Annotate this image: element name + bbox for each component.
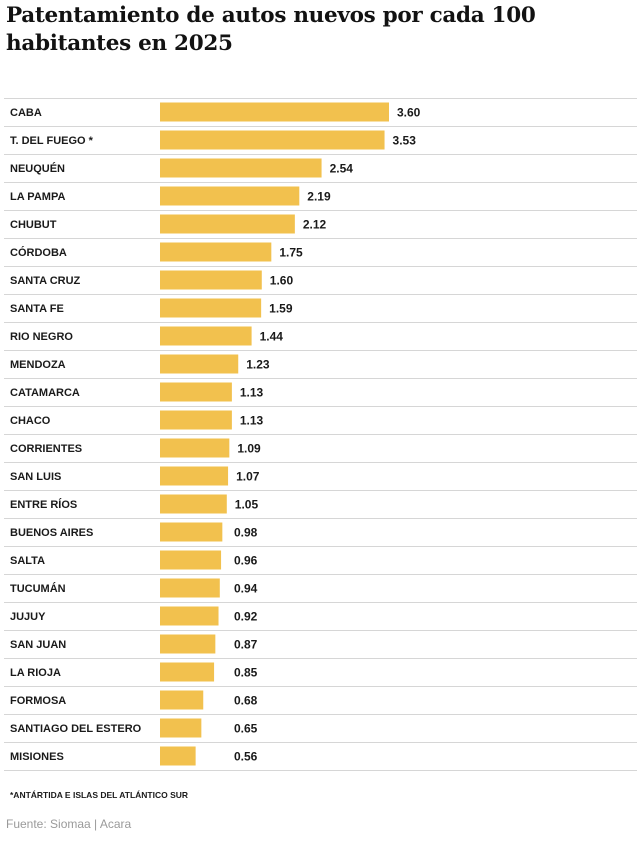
category-label: CHUBUT	[10, 219, 57, 231]
bar	[160, 606, 219, 626]
category-label: NEUQUÉN	[10, 162, 65, 175]
bar	[160, 634, 216, 654]
value-label: 1.23	[246, 358, 270, 372]
bar	[160, 214, 295, 234]
bar	[160, 130, 385, 150]
value-label: 1.09	[237, 442, 261, 456]
category-label: T. DEL FUEGO *	[10, 135, 94, 147]
value-label: 1.13	[240, 414, 264, 428]
value-label: 0.92	[234, 610, 258, 624]
value-label: 0.56	[234, 750, 258, 764]
value-label: 0.68	[234, 694, 258, 708]
bar	[160, 298, 262, 318]
value-label: 1.75	[279, 246, 303, 260]
bar	[160, 270, 262, 290]
bar	[160, 242, 272, 262]
category-label: CORRIENTES	[10, 443, 82, 455]
value-label: 1.07	[236, 470, 260, 484]
bar	[160, 186, 300, 206]
bar	[160, 102, 389, 122]
category-label: CHACO	[10, 415, 51, 427]
value-label: 1.05	[235, 498, 259, 512]
category-label: FORMOSA	[10, 695, 66, 707]
bar	[160, 494, 227, 514]
category-label: SAN JUAN	[10, 639, 66, 651]
category-label: TUCUMÁN	[10, 582, 66, 595]
value-label: 3.53	[393, 134, 417, 148]
value-label: 0.65	[234, 722, 258, 736]
category-label: SANTA FE	[10, 303, 64, 315]
category-label: MENDOZA	[10, 359, 66, 371]
source-credit: Fuente: Siomaa | Acara	[6, 817, 132, 831]
category-label: LA RIOJA	[10, 667, 61, 679]
value-label: 0.98	[234, 526, 258, 540]
value-label: 0.85	[234, 666, 258, 680]
bar	[160, 522, 223, 542]
bar	[160, 438, 230, 458]
category-label: ENTRE RÍOS	[10, 498, 77, 511]
category-label: SANTIAGO DEL ESTERO	[10, 723, 142, 735]
bar	[160, 662, 215, 682]
category-label: CÓRDOBA	[10, 246, 67, 259]
bar	[160, 578, 220, 598]
value-label: 0.94	[234, 582, 258, 596]
value-label: 1.13	[240, 386, 264, 400]
bar	[160, 550, 222, 570]
category-label: RIO NEGRO	[10, 331, 73, 343]
value-label: 0.87	[234, 638, 258, 652]
bar	[160, 410, 232, 430]
bar	[160, 466, 229, 486]
value-label: 0.96	[234, 554, 258, 568]
value-label: 2.12	[303, 218, 327, 232]
category-label: SANTA CRUZ	[10, 275, 81, 287]
bar	[160, 354, 239, 374]
value-label: 1.60	[270, 274, 294, 288]
category-label: CATAMARCA	[10, 387, 80, 399]
value-label: 2.19	[307, 190, 331, 204]
category-label: JUJUY	[10, 611, 46, 623]
bar	[160, 746, 196, 766]
value-label: 2.54	[330, 162, 354, 176]
bar	[160, 718, 202, 738]
category-label: BUENOS AIRES	[10, 527, 93, 539]
category-label: LA PAMPA	[10, 191, 65, 203]
bar	[160, 382, 232, 402]
value-label: 3.60	[397, 106, 421, 120]
category-label: SAN LUIS	[10, 471, 61, 483]
value-label: 1.44	[260, 330, 284, 344]
bar	[160, 690, 204, 710]
category-label: MISIONES	[10, 751, 64, 763]
bar	[160, 158, 322, 178]
category-label: CABA	[10, 107, 42, 119]
footnote: *ANTÁRTIDA E ISLAS DEL ATLÁNTICO SUR	[10, 790, 189, 800]
chart-title: Patentamiento de autos nuevos por cada 1…	[6, 3, 536, 56]
value-label: 1.59	[269, 302, 293, 316]
bar	[160, 326, 252, 346]
category-label: SALTA	[10, 555, 45, 567]
